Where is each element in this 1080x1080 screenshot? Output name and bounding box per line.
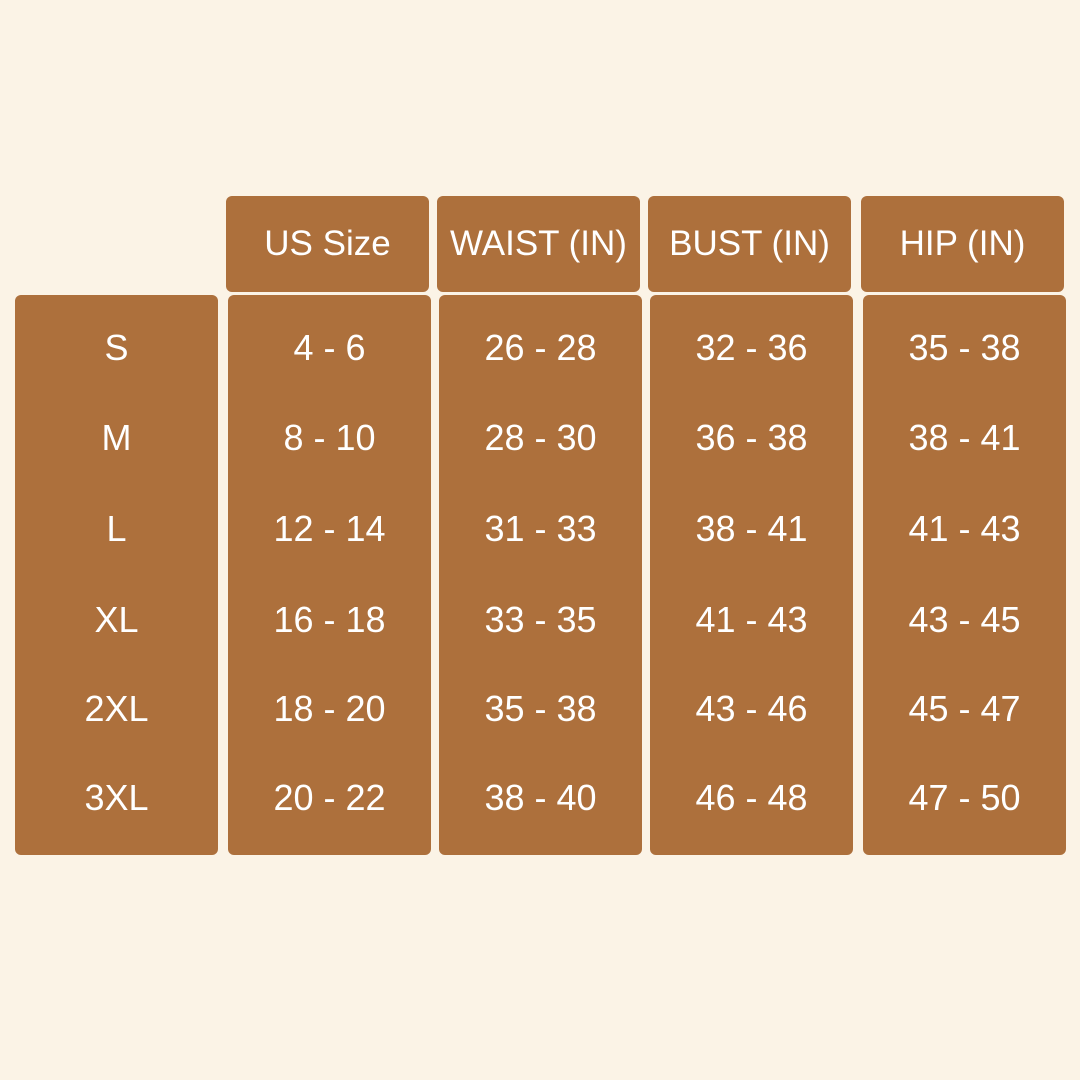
size-label: 3XL [84,777,149,818]
bust-column: 32 - 36 36 - 38 38 - 41 41 - 43 43 - 46 46 - … [650,295,853,855]
table-cell: 28 - 30 [484,417,597,458]
table-cell: 16 - 18 [273,599,386,640]
table-cell: 4 - 6 [293,327,366,368]
table-cell: 26 - 28 [484,327,597,368]
table-cell: 38 - 41 [908,417,1021,458]
table-cell: 46 - 48 [695,777,808,818]
table-cell: 41 - 43 [695,599,808,640]
waist-column: 26 - 28 28 - 30 31 - 33 33 - 35 35 - 38 38 - … [439,295,642,855]
size-label: M [101,417,132,458]
header-waist: WAIST (IN) [437,196,640,292]
table-cell: 12 - 14 [273,508,386,549]
table-cell: 43 - 46 [695,688,808,729]
table-cell: 38 - 41 [695,508,808,549]
table-cell: 8 - 10 [283,417,376,458]
table-cell: 18 - 20 [273,688,386,729]
size-label: XL [94,599,139,640]
size-label: L [106,508,127,549]
size-column: S M L XL 2XL 3XL [15,295,218,855]
table-cell: 45 - 47 [908,688,1021,729]
hip-column: 35 - 38 38 - 41 41 - 43 43 - 45 45 - 47 47 - … [863,295,1066,855]
size-label: S [104,327,129,368]
header-us-size: US Size [226,196,429,292]
header-hip: HIP (IN) [861,196,1064,292]
table-cell: 36 - 38 [695,417,808,458]
table-cell: 33 - 35 [484,599,597,640]
header-bust: BUST (IN) [648,196,851,292]
us-size-column: 4 - 6 8 - 10 12 - 14 16 - 18 18 - 20 20 - 22 [228,295,431,855]
table-cell: 38 - 40 [484,777,597,818]
table-cell: 35 - 38 [908,327,1021,368]
size-label: 2XL [84,688,149,729]
table-cell: 20 - 22 [273,777,386,818]
table-cell: 41 - 43 [908,508,1021,549]
table-cell: 43 - 45 [908,599,1021,640]
table-cell: 32 - 36 [695,327,808,368]
table-cell: 47 - 50 [908,777,1021,818]
table-cell: 35 - 38 [484,688,597,729]
table-cell: 31 - 33 [484,508,597,549]
